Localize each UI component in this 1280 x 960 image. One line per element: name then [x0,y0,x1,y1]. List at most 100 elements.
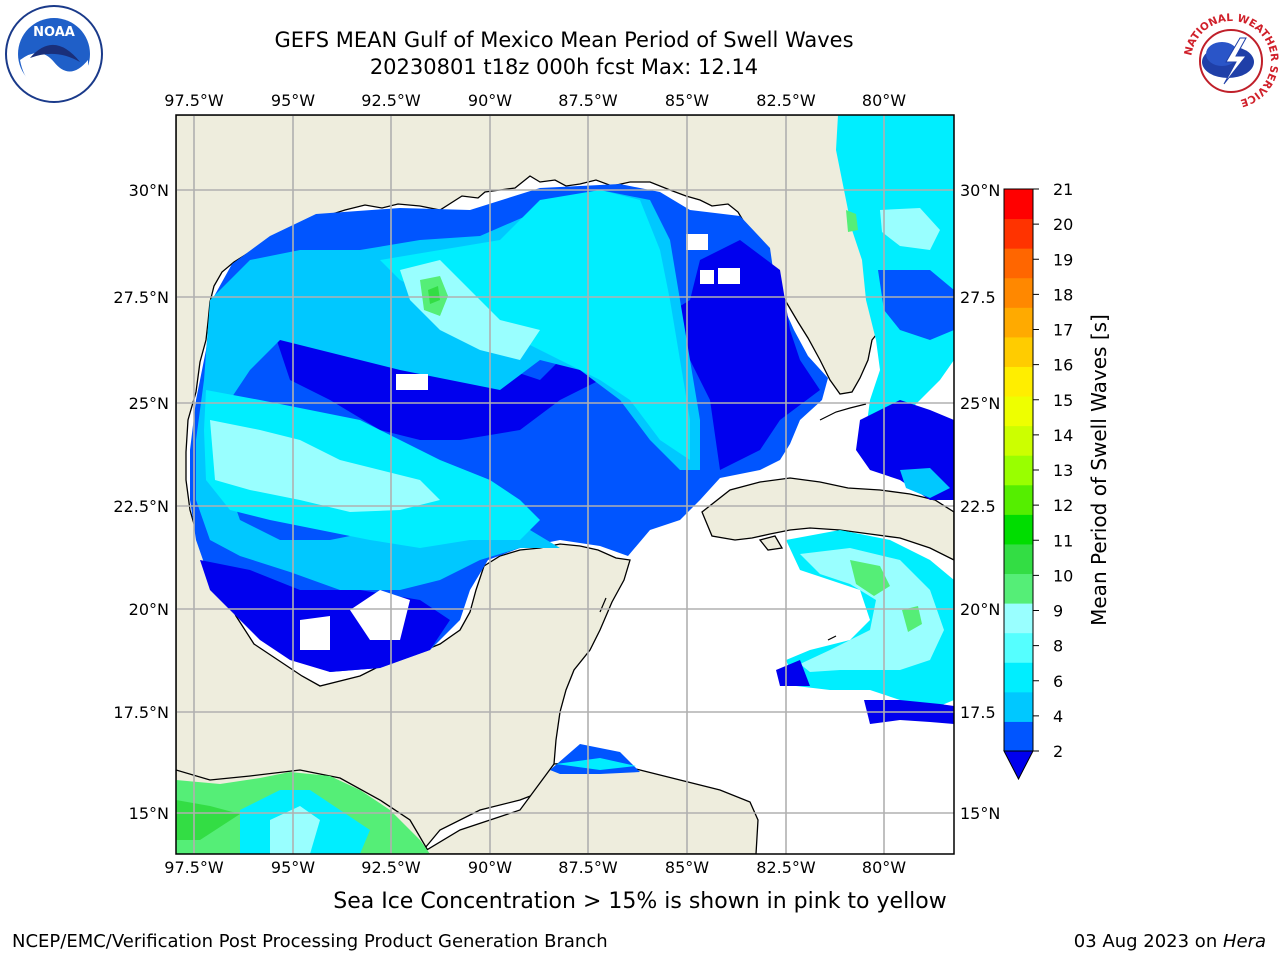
colorbar-swatch [1004,603,1033,634]
lat-label: 17.5°N [113,703,169,722]
lat-label: 25°N [960,394,1000,413]
swell-caribbean-green2 [902,606,922,632]
swell-band-6-8 [380,190,690,460]
colorbar-swatch [1004,455,1033,486]
swell-caribbean-green [850,560,890,596]
lon-label: 92.5°W [361,91,421,110]
colorbar: 2 4 6 8 9 10 11 12 13 14 15 16 17 18 19 20 21 [1003,180,1073,781]
colorbar-tick-label: 14 [1053,426,1073,445]
colorbar-swatch [1004,366,1033,397]
lat-label: 27.5°N [113,288,169,307]
colorbar-tick-label: 2 [1053,742,1063,761]
noaa-logo-icon: NOAA [5,5,103,103]
noaa-logo-text: NOAA [33,25,75,40]
swell-pacific-lightcyan [270,806,320,854]
lat-label: 25°N [129,394,169,413]
colorbar-under-triangle [1003,750,1034,781]
colorbar-tick-label: 9 [1053,602,1063,621]
lat-label: 17.5 [960,703,996,722]
footer-credit: NCEP/EMC/Verification Post Processing Pr… [12,931,608,952]
graticule [176,115,954,854]
colorbar-tick-label: 4 [1053,707,1063,726]
lon-label: 90°W [468,91,512,110]
swell-caribbean-8-9 [800,548,944,672]
longitude-labels-top: 97.5°W 95°W 92.5°W 90°W 87.5°W 85°W 82.5… [164,91,906,110]
colorbar-tick-label: 17 [1053,321,1073,340]
swell-field [176,115,954,854]
footer-date: 03 Aug 2023 on Hera [1074,931,1266,952]
colorbar-swatch [1004,484,1033,515]
colorbar-label: Mean Period of Swell Waves [s] [1087,314,1111,626]
colorbar-swatch [1004,307,1033,338]
footer-date-text: 03 Aug 2023 on [1073,931,1223,952]
colorbar-tick-label: 6 [1053,672,1063,691]
colorbar-tick-label: 18 [1053,285,1073,304]
colorbar-swatch [1004,514,1033,545]
swell-caribbean-under2 [776,660,810,686]
colorbar-tick-label: 15 [1053,391,1073,410]
land-isle-of-youth [758,535,784,551]
lon-label: 87.5°W [558,858,618,877]
lat-label: 30°N [960,181,1000,200]
lon-label: 97.5°W [164,91,224,110]
lon-label: 80°W [862,858,906,877]
lat-label: 20°N [960,600,1000,619]
colorbar-swatch [1004,543,1033,575]
sea-ice-caption: Sea Ice Concentration > 15% is shown in … [333,889,947,914]
map-frame [175,114,955,855]
colorbar-tick-label: 13 [1053,461,1073,480]
longitude-labels-bottom: 97.5°W 95°W 92.5°W 90°W 87.5°W 85°W 82.5… [164,858,906,877]
map-area [176,115,954,854]
lon-label: 85°W [665,91,709,110]
colorbar-swatch [1004,248,1033,279]
colorbar-swatch [1004,632,1033,663]
swell-core-under-2b [200,560,450,672]
swell-band-8-9 [210,420,440,512]
colorbar-swatch [1004,721,1033,752]
colorbar-tick-label: 16 [1053,356,1073,375]
lon-label: 80°W [862,91,906,110]
latitude-labels-right: 30°N 27.5 25°N 22.5 20°N 17.5 15°N [960,181,1000,823]
lat-label: 22.5 [960,497,996,516]
lat-label: 22.5°N [113,497,169,516]
map-subtitle: 20230801 t18z 000h fcst Max: 12.14 [369,55,759,79]
lon-label: 97.5°W [164,858,224,877]
lat-label: 20°N [129,600,169,619]
lat-label: 27.5 [960,288,996,307]
colorbar-swatch [1004,691,1033,722]
colorbar-swatch [1004,218,1033,249]
land-cuba [701,477,954,561]
lat-label: 30°N [129,181,169,200]
swell-atlantic-2-4 [878,270,954,340]
lon-label: 95°W [271,858,315,877]
colorbar-tick-label: 8 [1053,637,1063,656]
colorbar-tick-label: 20 [1053,215,1073,234]
swell-atlantic-8-9 [880,208,940,250]
swell-core-under-2 [270,240,820,470]
colorbar-swatch [1004,396,1033,427]
nodata-patches [300,234,740,650]
colorbar-swatch [1004,662,1033,693]
lon-label: 85°W [665,858,709,877]
lon-label: 95°W [271,91,315,110]
swell-band-10-12 [428,286,440,304]
lon-label: 87.5°W [558,91,618,110]
swell-bahamas-4-6 [900,468,950,498]
colorbar-tick-label: 11 [1053,531,1073,550]
nws-logo-icon: NATIONAL WEATHER SERVICE [1181,11,1280,111]
colorbar-tick-label: 10 [1053,566,1073,585]
lon-label: 90°W [468,858,512,877]
footer-host: Hera [1222,931,1266,952]
lat-label: 15°N [960,804,1000,823]
colorbar-swatch [1004,277,1033,308]
lon-label: 82.5°W [756,858,816,877]
colorbar-tick-label: 19 [1053,250,1073,269]
lat-label: 15°N [129,804,169,823]
latitude-labels-left: 30°N 27.5°N 25°N 22.5°N 20°N 17.5°N 15°N [113,181,169,823]
swell-honduras-4-6 [556,758,636,770]
lon-label: 92.5°W [361,858,421,877]
colorbar-tick-label: 12 [1053,496,1073,515]
colorbar-swatch [1004,336,1033,367]
colorbar-tick-label: 21 [1053,180,1073,199]
